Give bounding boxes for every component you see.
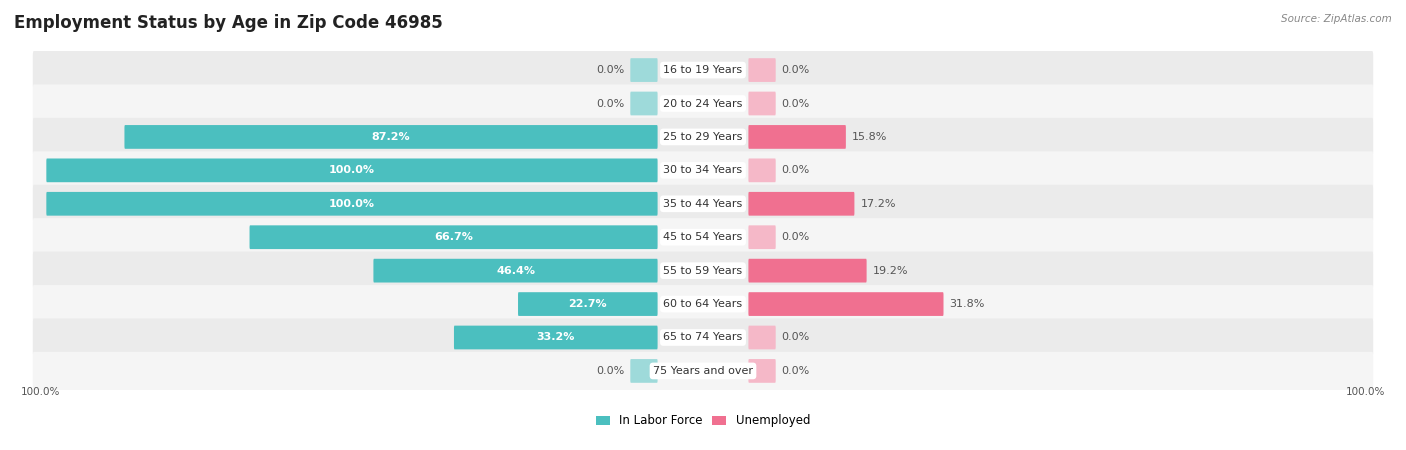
FancyBboxPatch shape (748, 225, 776, 249)
Text: 22.7%: 22.7% (568, 299, 607, 309)
Text: 25 to 29 Years: 25 to 29 Years (664, 132, 742, 142)
Text: 0.0%: 0.0% (596, 366, 624, 376)
FancyBboxPatch shape (454, 326, 658, 349)
Text: 0.0%: 0.0% (782, 333, 810, 342)
FancyBboxPatch shape (32, 151, 1374, 189)
FancyBboxPatch shape (748, 292, 943, 316)
Text: 0.0%: 0.0% (782, 99, 810, 108)
Text: 87.2%: 87.2% (371, 132, 411, 142)
FancyBboxPatch shape (32, 352, 1374, 390)
FancyBboxPatch shape (748, 359, 776, 383)
FancyBboxPatch shape (32, 218, 1374, 256)
Text: 0.0%: 0.0% (782, 232, 810, 242)
FancyBboxPatch shape (32, 85, 1374, 122)
FancyBboxPatch shape (748, 92, 776, 115)
FancyBboxPatch shape (748, 326, 776, 349)
FancyBboxPatch shape (517, 292, 658, 316)
FancyBboxPatch shape (374, 259, 658, 283)
FancyBboxPatch shape (46, 158, 658, 182)
Text: 100.0%: 100.0% (329, 199, 375, 209)
FancyBboxPatch shape (748, 158, 776, 182)
FancyBboxPatch shape (630, 58, 658, 82)
Text: 55 to 59 Years: 55 to 59 Years (664, 266, 742, 276)
Text: 19.2%: 19.2% (873, 266, 908, 276)
FancyBboxPatch shape (748, 58, 776, 82)
FancyBboxPatch shape (630, 92, 658, 115)
Text: 100.0%: 100.0% (329, 165, 375, 176)
Text: 0.0%: 0.0% (782, 165, 810, 176)
Text: 30 to 34 Years: 30 to 34 Years (664, 165, 742, 176)
FancyBboxPatch shape (748, 259, 866, 283)
FancyBboxPatch shape (748, 125, 846, 149)
FancyBboxPatch shape (32, 252, 1374, 290)
Text: 20 to 24 Years: 20 to 24 Years (664, 99, 742, 108)
Text: 33.2%: 33.2% (537, 333, 575, 342)
Text: 100.0%: 100.0% (1346, 387, 1385, 396)
Text: 35 to 44 Years: 35 to 44 Years (664, 199, 742, 209)
Text: 45 to 54 Years: 45 to 54 Years (664, 232, 742, 242)
FancyBboxPatch shape (249, 225, 658, 249)
FancyBboxPatch shape (630, 359, 658, 383)
FancyBboxPatch shape (32, 118, 1374, 156)
FancyBboxPatch shape (46, 192, 658, 216)
FancyBboxPatch shape (32, 285, 1374, 323)
Text: 16 to 19 Years: 16 to 19 Years (664, 65, 742, 75)
Text: 60 to 64 Years: 60 to 64 Years (664, 299, 742, 309)
Text: Source: ZipAtlas.com: Source: ZipAtlas.com (1281, 14, 1392, 23)
Text: Employment Status by Age in Zip Code 46985: Employment Status by Age in Zip Code 469… (14, 14, 443, 32)
Text: 15.8%: 15.8% (852, 132, 887, 142)
Text: 0.0%: 0.0% (596, 65, 624, 75)
Legend: In Labor Force, Unemployed: In Labor Force, Unemployed (591, 410, 815, 432)
Text: 17.2%: 17.2% (860, 199, 896, 209)
FancyBboxPatch shape (125, 125, 658, 149)
Text: 0.0%: 0.0% (782, 366, 810, 376)
FancyBboxPatch shape (32, 319, 1374, 356)
FancyBboxPatch shape (748, 192, 855, 216)
Text: 46.4%: 46.4% (496, 266, 536, 276)
Text: 75 Years and over: 75 Years and over (652, 366, 754, 376)
Text: 65 to 74 Years: 65 to 74 Years (664, 333, 742, 342)
Text: 100.0%: 100.0% (21, 387, 60, 396)
FancyBboxPatch shape (32, 51, 1374, 89)
Text: 31.8%: 31.8% (949, 299, 986, 309)
Text: 66.7%: 66.7% (434, 232, 472, 242)
FancyBboxPatch shape (32, 185, 1374, 223)
Text: 0.0%: 0.0% (782, 65, 810, 75)
Text: 0.0%: 0.0% (596, 99, 624, 108)
